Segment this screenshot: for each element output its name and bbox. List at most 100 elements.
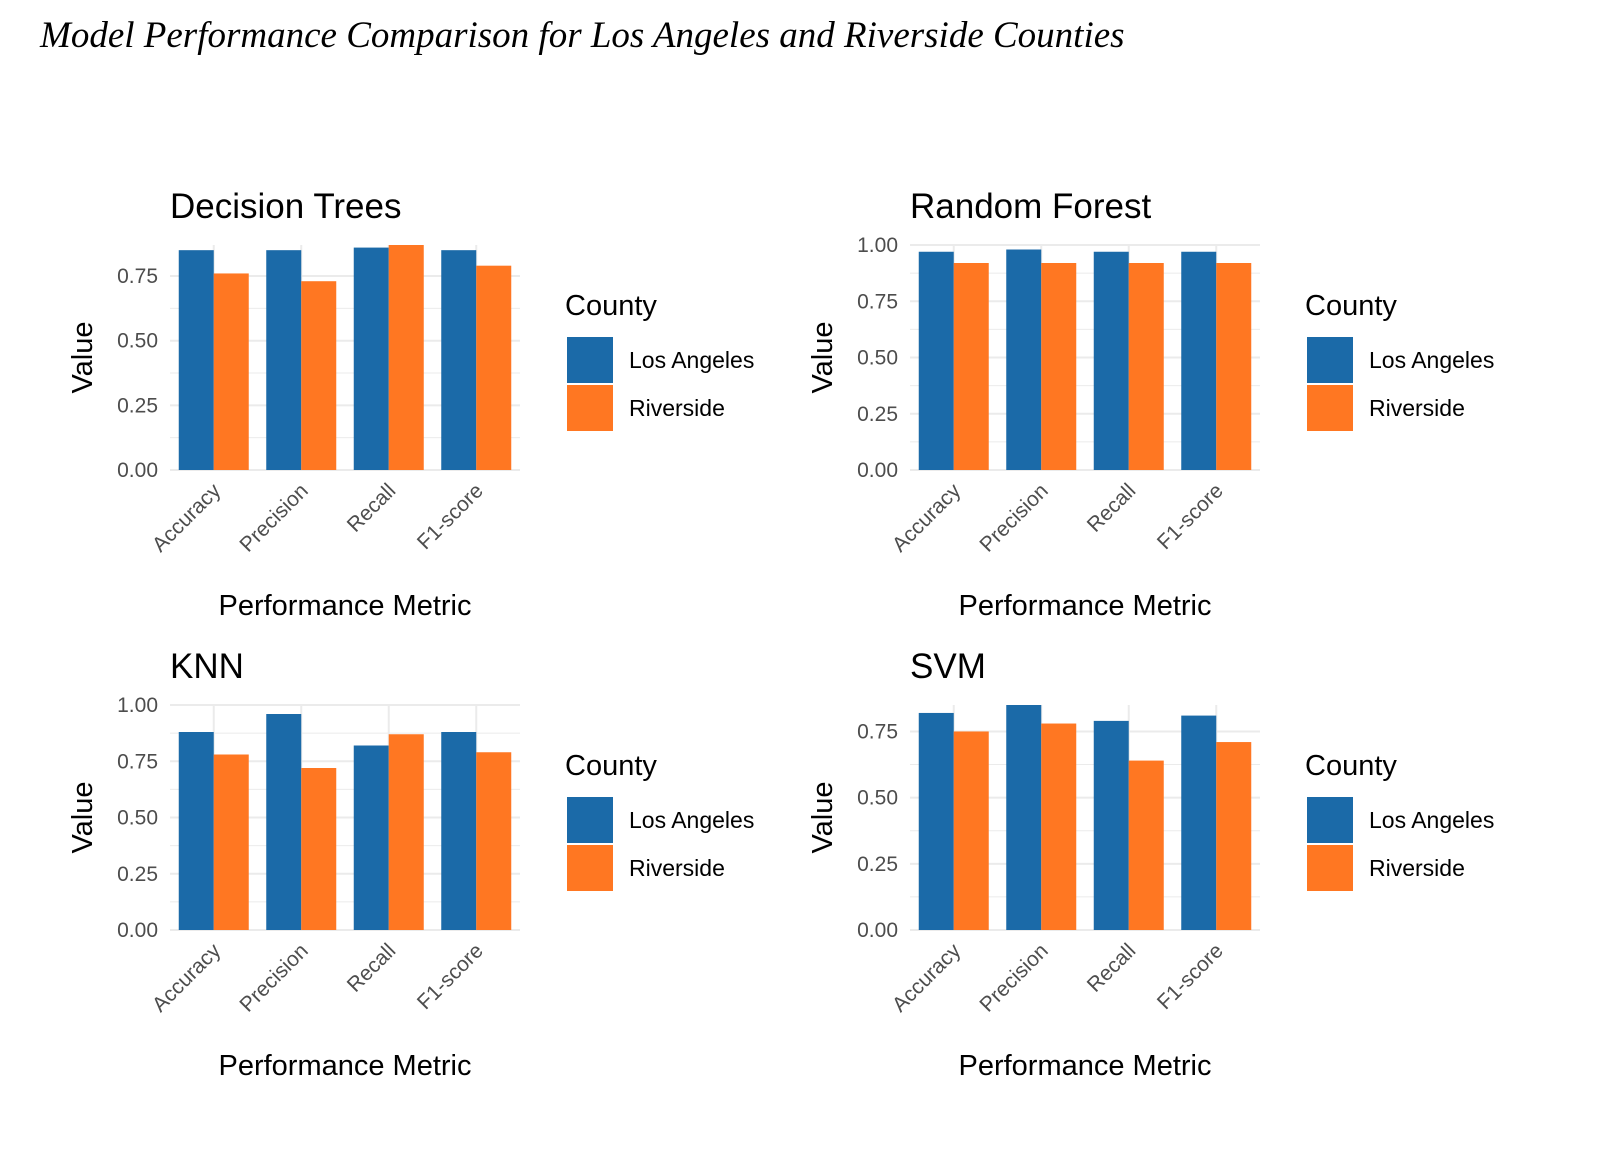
bar-los-angeles <box>353 745 389 930</box>
bar-los-angeles <box>1093 251 1129 470</box>
x-axis-title: Performance Metric <box>218 590 471 622</box>
bar-los-angeles <box>1006 705 1042 930</box>
bar-riverside <box>1216 742 1252 930</box>
bar-los-angeles <box>178 732 214 930</box>
bar-los-angeles <box>1093 720 1129 930</box>
x-tick-label: Accuracy <box>148 479 226 557</box>
legend-label: Los Angeles <box>629 347 754 373</box>
x-tick-label: Accuracy <box>888 479 966 557</box>
bar-riverside <box>388 245 424 470</box>
y-axis-title: Value <box>807 781 839 853</box>
legend-key-los-angeles <box>567 797 613 843</box>
bar-riverside <box>213 754 249 930</box>
bar-riverside <box>1041 723 1077 930</box>
legend-label: Riverside <box>1369 855 1465 881</box>
bar-los-angeles <box>1006 249 1042 470</box>
legend-key-riverside <box>567 845 613 891</box>
bar-los-angeles <box>918 712 954 930</box>
chart-panel-svm: SVM 0.00 0.25 0.50 0.75 Accuracy Precision Reca… <box>807 647 1494 1082</box>
bar-los-angeles <box>266 714 302 930</box>
panel-title: KNN <box>170 647 244 686</box>
y-tick-label: 0.25 <box>857 853 898 876</box>
legend-label: Los Angeles <box>1369 347 1494 373</box>
y-tick-label: 0.00 <box>117 459 158 482</box>
legend-label: Los Angeles <box>629 807 754 833</box>
x-tick-label: Precision <box>975 939 1052 1016</box>
x-tick-label: F1-score <box>1153 479 1228 554</box>
y-axis-title: Value <box>67 321 99 393</box>
x-tick-label: F1-score <box>413 479 488 554</box>
x-tick-label: Precision <box>235 939 312 1016</box>
y-tick-label: 0.25 <box>117 863 158 886</box>
legend-key-riverside <box>1307 385 1353 431</box>
bar-los-angeles <box>1181 715 1217 930</box>
y-tick-label: 0.00 <box>857 459 898 482</box>
bar-los-angeles <box>178 250 214 470</box>
bar-los-angeles <box>441 732 477 930</box>
panel-title: Random Forest <box>910 187 1151 226</box>
bar-riverside <box>1041 263 1077 470</box>
legend-key-los-angeles <box>1307 337 1353 383</box>
legend-title: County <box>565 750 657 782</box>
y-tick-label: 0.75 <box>117 265 158 288</box>
bar-riverside <box>476 265 512 470</box>
legend-key-riverside <box>1307 845 1353 891</box>
bar-riverside <box>301 281 337 470</box>
y-tick-label: 0.50 <box>857 347 898 370</box>
legend-label: Riverside <box>629 855 725 881</box>
legend-label: Los Angeles <box>1369 807 1494 833</box>
y-tick-label: 0.00 <box>857 919 898 942</box>
y-tick-label: 0.00 <box>117 919 158 942</box>
x-tick-label: Precision <box>975 479 1052 556</box>
y-tick-label: 0.75 <box>857 290 898 313</box>
chart-panel-decision-trees: Decision Trees 0.00 0.25 0.50 0.75 Accuracy Pr… <box>67 187 754 622</box>
x-tick-label: Recall <box>1083 939 1141 997</box>
legend-label: Riverside <box>1369 395 1465 421</box>
bar-los-angeles <box>353 247 389 470</box>
y-axis-title: Value <box>67 781 99 853</box>
x-axis-title: Performance Metric <box>958 590 1211 622</box>
panel-title: SVM <box>910 647 986 686</box>
bar-riverside <box>953 263 989 470</box>
legend-key-los-angeles <box>567 337 613 383</box>
y-tick-label: 0.75 <box>857 720 898 743</box>
panel-title: Decision Trees <box>170 187 401 226</box>
y-tick-label: 1.00 <box>857 234 898 257</box>
bar-riverside <box>213 273 249 470</box>
x-tick-label: Recall <box>1083 479 1141 537</box>
legend-title: County <box>1305 750 1397 782</box>
bar-riverside <box>301 768 337 930</box>
bar-los-angeles <box>441 250 477 470</box>
bar-riverside <box>388 734 424 930</box>
bar-riverside <box>953 731 989 930</box>
y-tick-label: 0.50 <box>857 787 898 810</box>
y-tick-label: 0.75 <box>117 750 158 773</box>
bar-los-angeles <box>1181 251 1217 470</box>
x-tick-label: Recall <box>343 939 401 997</box>
y-tick-label: 1.00 <box>117 694 158 717</box>
x-axis-title: Performance Metric <box>958 1050 1211 1082</box>
page-title: Model Performance Comparison for Los Ang… <box>40 15 1125 56</box>
bar-riverside <box>476 752 512 930</box>
chart-panel-random-forest: Random Forest 0.00 0.25 0.50 0.75 1.00 Accurac… <box>807 187 1494 622</box>
bar-riverside <box>1128 263 1164 470</box>
legend-key-riverside <box>567 385 613 431</box>
x-tick-label: Accuracy <box>148 939 226 1017</box>
x-tick-label: F1-score <box>413 939 488 1014</box>
x-tick-label: Accuracy <box>888 939 966 1017</box>
x-tick-label: Precision <box>235 479 312 556</box>
bar-los-angeles <box>266 250 302 470</box>
bar-los-angeles <box>918 251 954 470</box>
y-tick-label: 0.50 <box>117 807 158 830</box>
y-axis-title: Value <box>807 321 839 393</box>
y-tick-label: 0.25 <box>117 394 158 417</box>
legend-title: County <box>565 290 657 322</box>
x-axis-title: Performance Metric <box>218 1050 471 1082</box>
bar-riverside <box>1128 760 1164 930</box>
x-tick-label: Recall <box>343 479 401 537</box>
legend-key-los-angeles <box>1307 797 1353 843</box>
x-tick-label: F1-score <box>1153 939 1228 1014</box>
chart-panel-knn: KNN 0.00 0.25 0.50 0.75 1.00 Accuracy Precision… <box>67 647 754 1082</box>
bar-riverside <box>1216 263 1252 470</box>
y-tick-label: 0.25 <box>857 403 898 426</box>
